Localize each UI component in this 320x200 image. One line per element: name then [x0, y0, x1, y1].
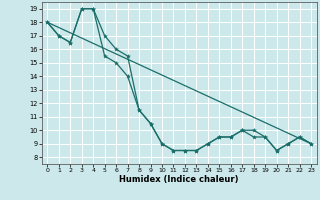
X-axis label: Humidex (Indice chaleur): Humidex (Indice chaleur)	[119, 175, 239, 184]
